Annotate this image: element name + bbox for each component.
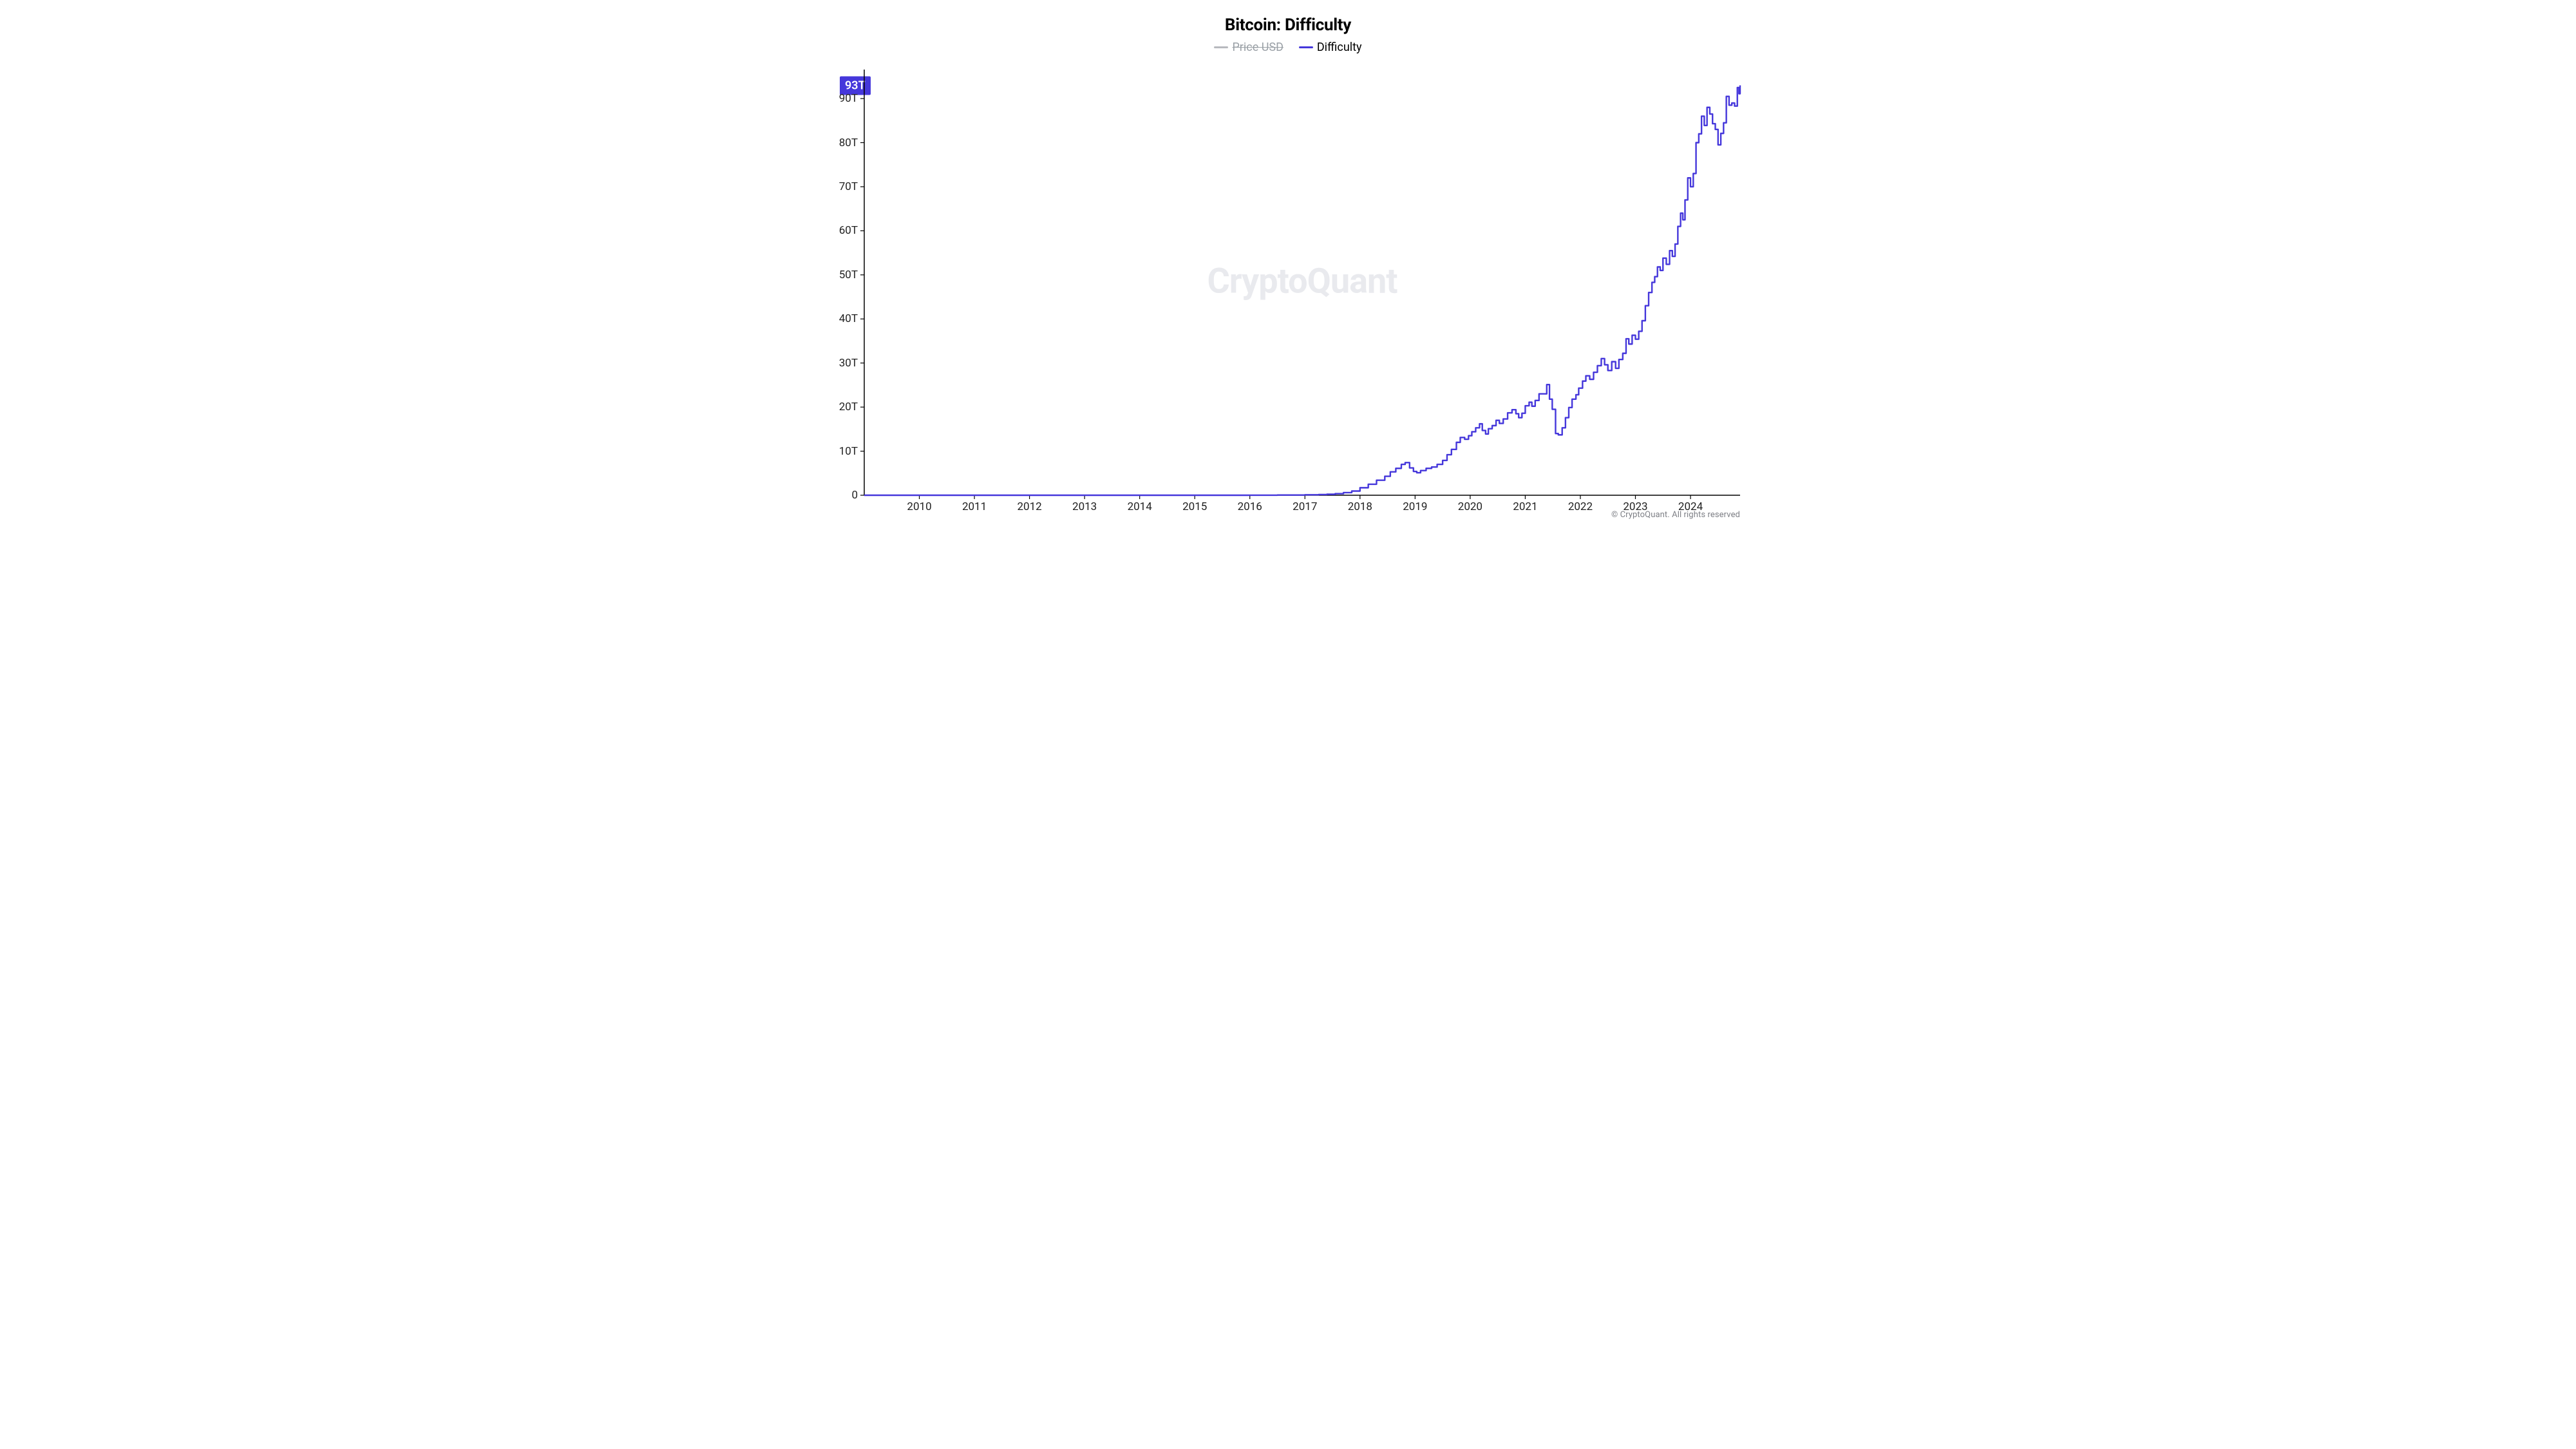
x-tick-label: 2022 bbox=[1568, 500, 1593, 513]
plot-svg bbox=[864, 72, 1740, 495]
chart-title: Bitcoin: Difficulty bbox=[818, 0, 1758, 35]
y-tick-label: 30T bbox=[839, 357, 858, 370]
legend-swatch bbox=[1299, 46, 1313, 48]
y-tick-label: 20T bbox=[839, 401, 858, 413]
y-tick-label: 0 bbox=[851, 489, 858, 502]
y-tick-label: 80T bbox=[839, 137, 858, 149]
chart-container: Bitcoin: Difficulty Price USD Difficulty… bbox=[818, 0, 1758, 529]
x-tick-label: 2021 bbox=[1513, 500, 1537, 513]
x-tick-label: 2016 bbox=[1238, 500, 1262, 513]
legend-item-price-usd[interactable]: Price USD bbox=[1214, 41, 1283, 54]
x-tick-label: 2010 bbox=[907, 500, 931, 513]
x-tick-label: 2018 bbox=[1348, 500, 1372, 513]
x-tick-label: 2017 bbox=[1293, 500, 1317, 513]
y-tick-label: 50T bbox=[839, 269, 858, 281]
y-tick-label: 60T bbox=[839, 224, 858, 237]
y-tick-label: 70T bbox=[839, 180, 858, 193]
current-value-text: 93T bbox=[845, 79, 866, 92]
y-tick-label: 10T bbox=[839, 445, 858, 458]
y-tick-label: 40T bbox=[839, 312, 858, 325]
x-tick-label: 2015 bbox=[1182, 500, 1207, 513]
x-tick-label: 2013 bbox=[1072, 500, 1097, 513]
series-difficulty bbox=[864, 86, 1740, 495]
x-tick-label: 2019 bbox=[1403, 500, 1427, 513]
plot-area: CryptoQuant 93T 010T20T30T40T50T60T70T80… bbox=[864, 72, 1740, 495]
x-tick-label: 2012 bbox=[1017, 500, 1041, 513]
legend-swatch bbox=[1214, 46, 1228, 48]
legend-label: Difficulty bbox=[1317, 41, 1362, 54]
legend-label: Price USD bbox=[1232, 41, 1283, 54]
legend-item-difficulty[interactable]: Difficulty bbox=[1299, 41, 1362, 54]
copyright-text: © CryptoQuant. All rights reserved bbox=[1611, 510, 1740, 520]
y-tick-label: 90T bbox=[839, 92, 858, 105]
x-tick-label: 2020 bbox=[1458, 500, 1482, 513]
x-tick-label: 2011 bbox=[962, 500, 987, 513]
x-tick-label: 2014 bbox=[1128, 500, 1152, 513]
chart-legend: Price USD Difficulty bbox=[818, 39, 1758, 54]
